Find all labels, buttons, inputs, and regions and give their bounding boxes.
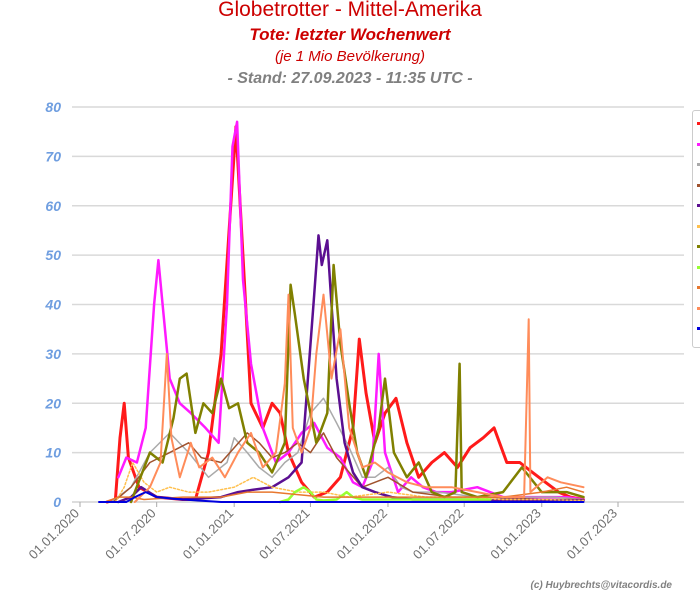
chart-title: Globetrotter - Mittel-Amerika [218, 0, 482, 21]
x-tick-label: 01.01.2020 [25, 506, 82, 563]
y-tick-label: 80 [45, 99, 61, 115]
x-tick-label: 01.07.2022 [410, 506, 467, 563]
legend-swatch-9 [697, 286, 700, 289]
y-tick-label: 20 [44, 395, 61, 411]
legend-swatch-8 [697, 265, 700, 269]
legend-swatch-7 [697, 245, 700, 248]
chart-unit: (je 1 Mio Bevölkerung) [274, 48, 426, 65]
legend-swatch-4 [697, 183, 700, 187]
y-tick-label: 50 [45, 247, 61, 263]
x-tick-label: 01.01.2022 [333, 506, 390, 563]
y-axis: 0 10 20 30 40 50 60 70 80 [44, 99, 61, 510]
legend-swatch-5 [697, 204, 700, 207]
y-tick-label: 0 [53, 494, 61, 510]
legend [692, 110, 700, 348]
series-line-8 [278, 485, 492, 504]
chart-timestamp: - Stand: 27.09.2023 - 11:35 UTC - [227, 70, 473, 87]
y-tick-label: 30 [45, 346, 61, 362]
series-line-10 [133, 293, 585, 503]
legend-swatch-6 [697, 224, 700, 228]
plot-area [98, 120, 585, 504]
x-tick-label: 01.07.2023 [563, 506, 620, 563]
legend-swatch-2 [697, 142, 700, 146]
series-line-11 [98, 491, 585, 503]
legend-swatch-1 [697, 122, 700, 125]
x-tick-label: 01.01.2023 [487, 506, 544, 563]
x-tick-label: 01.07.2021 [256, 506, 313, 563]
legend-swatch-11 [697, 327, 700, 330]
x-axis: 01.01.2020 01.07.2020 01.01.2021 01.07.2021… [25, 502, 620, 562]
y-tick-label: 10 [45, 445, 61, 461]
x-tick-label: 01.07.2020 [102, 506, 159, 563]
y-tick-label: 60 [45, 198, 61, 214]
x-tick-label: 01.01.2021 [180, 506, 237, 563]
y-tick-label: 40 [44, 297, 61, 313]
chart-subtitle: Tote: letzter Wochenwert [249, 25, 451, 44]
legend-swatch-10 [697, 306, 700, 310]
series-line-7 [129, 263, 585, 504]
y-tick-label: 70 [45, 148, 61, 164]
credit-text: (c) Huybrechts@vitacordis.de [530, 580, 672, 591]
legend-swatch-3 [697, 163, 700, 166]
